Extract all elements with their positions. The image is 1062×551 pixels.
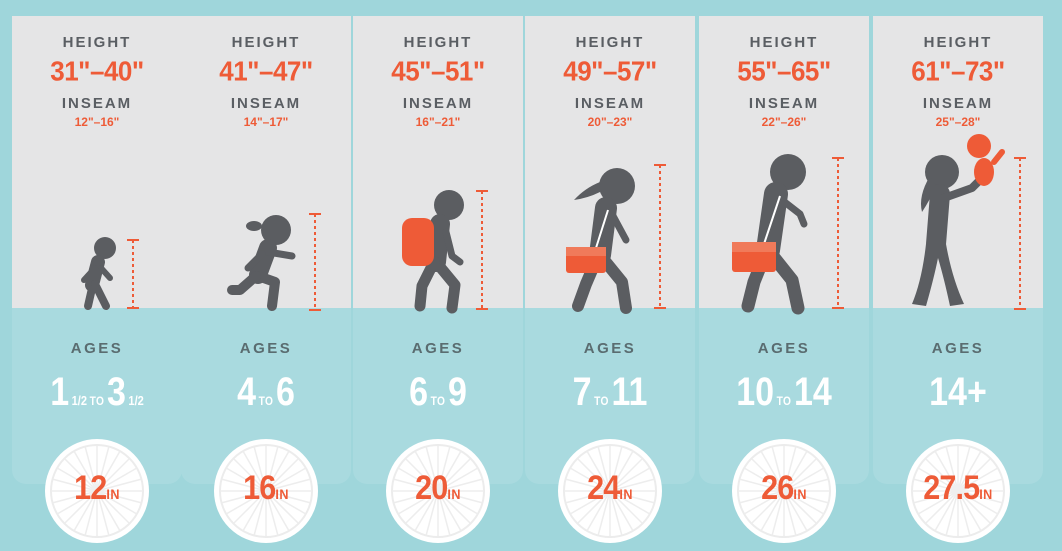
wheel-size-value: 16 bbox=[243, 469, 276, 507]
height-label: HEIGHT bbox=[923, 34, 993, 51]
running-kid-figure-icon bbox=[227, 215, 296, 311]
inseam-range: 25"–28" bbox=[935, 115, 981, 129]
height-ruler-icon bbox=[127, 239, 139, 309]
height-label: HEIGHT bbox=[575, 34, 645, 51]
inseam-label: INSEAM bbox=[230, 95, 302, 112]
ages-range: 14+ bbox=[886, 370, 1031, 415]
wheel-size-value: 20 bbox=[415, 469, 448, 507]
age-to-fraction: 1/2 bbox=[128, 393, 144, 408]
wheel-icon bbox=[45, 439, 149, 543]
height-label: HEIGHT bbox=[749, 34, 819, 51]
kid-backpack-figure-icon bbox=[402, 190, 464, 314]
wheel-size: 24IN bbox=[565, 469, 655, 508]
height-range: 31"–40" bbox=[50, 54, 144, 88]
height-panel bbox=[873, 16, 1043, 312]
wheel-size-unit: IN bbox=[275, 486, 289, 502]
wheel-size: 27.5IN bbox=[913, 469, 1003, 508]
ages-range: 10 TO 14 bbox=[712, 370, 857, 415]
ages-range: 7 TO 11 bbox=[538, 370, 683, 415]
ages-label: AGES bbox=[70, 340, 124, 357]
wheel-size-value: 26 bbox=[761, 469, 794, 507]
age-separator: TO bbox=[776, 394, 792, 408]
wheel-icon bbox=[558, 439, 662, 543]
age-separator: TO bbox=[594, 394, 609, 408]
height-range: 49"–57" bbox=[563, 54, 657, 88]
height-ruler-icon bbox=[1014, 157, 1026, 310]
wheel-size-unit: IN bbox=[106, 486, 120, 502]
wheel-size: 20IN bbox=[393, 469, 483, 508]
wheel-icon bbox=[214, 439, 318, 543]
girl-bag-figure-icon bbox=[566, 168, 635, 314]
height-label: HEIGHT bbox=[231, 34, 301, 51]
age-separator: TO bbox=[258, 394, 274, 408]
age-separator: TO bbox=[89, 394, 105, 408]
age-from-fraction: 1/2 bbox=[71, 393, 88, 408]
wheel-size-value: 27.5 bbox=[923, 469, 980, 507]
ages-range: 4 TO 6 bbox=[194, 370, 339, 415]
age-from: 1 bbox=[50, 370, 70, 414]
wheel-icon bbox=[386, 439, 490, 543]
age-from: 14+ bbox=[929, 370, 987, 414]
wheel-size: 16IN bbox=[221, 469, 311, 508]
ages-label: AGES bbox=[931, 340, 985, 357]
ages-label: AGES bbox=[411, 340, 465, 357]
wheel-icon bbox=[732, 439, 836, 543]
height-label: HEIGHT bbox=[62, 34, 132, 51]
baby-icon bbox=[967, 134, 1005, 186]
adult-baby-figure-icon bbox=[912, 134, 1005, 306]
ages-label: AGES bbox=[239, 340, 293, 357]
age-from: 4 bbox=[237, 370, 257, 414]
age-from: 10 bbox=[736, 370, 775, 414]
height-ruler-icon bbox=[309, 213, 321, 311]
inseam-range: 14"–17" bbox=[243, 115, 289, 129]
inseam-range: 22"–26" bbox=[761, 115, 807, 129]
wheel-size-unit: IN bbox=[979, 486, 993, 502]
ages-range: 6 TO 9 bbox=[366, 370, 511, 415]
height-range: 41"–47" bbox=[219, 54, 313, 88]
height-ruler-icon bbox=[654, 164, 666, 309]
age-separator: TO bbox=[430, 394, 446, 408]
age-to: 11 bbox=[611, 370, 648, 414]
age-to: 6 bbox=[275, 370, 295, 414]
toddler-figure-icon bbox=[81, 237, 116, 310]
inseam-range: 20"–23" bbox=[587, 115, 633, 129]
ages-label: AGES bbox=[757, 340, 811, 357]
wheel-size: 26IN bbox=[739, 469, 829, 508]
wheel-icon bbox=[906, 439, 1010, 543]
ages-range: 1 1/2 TO 3 1/2 bbox=[25, 370, 170, 415]
height-ruler-icon bbox=[476, 190, 488, 310]
inseam-label: INSEAM bbox=[574, 95, 646, 112]
height-range: 61"–73" bbox=[911, 54, 1005, 88]
height-label: HEIGHT bbox=[403, 34, 473, 51]
inseam-range: 12"–16" bbox=[74, 115, 120, 129]
ages-label: AGES bbox=[583, 340, 637, 357]
age-to: 14 bbox=[793, 370, 832, 414]
inseam-label: INSEAM bbox=[922, 95, 994, 112]
backpack-icon bbox=[402, 218, 434, 266]
inseam-range: 16"–21" bbox=[415, 115, 461, 129]
inseam-label: INSEAM bbox=[402, 95, 474, 112]
age-to: 3 bbox=[106, 370, 126, 414]
wheel-size: 12IN bbox=[52, 469, 142, 508]
inseam-label: INSEAM bbox=[748, 95, 820, 112]
wheel-size-unit: IN bbox=[793, 486, 807, 502]
wheel-size-value: 24 bbox=[587, 469, 620, 507]
age-to: 9 bbox=[447, 370, 467, 414]
height-range: 45"–51" bbox=[391, 54, 485, 88]
wheel-size-unit: IN bbox=[619, 486, 633, 502]
teen-bag-figure-icon bbox=[732, 154, 808, 315]
height-range: 55"–65" bbox=[737, 54, 831, 88]
height-ruler-icon bbox=[832, 157, 844, 309]
wheel-size-unit: IN bbox=[447, 486, 461, 502]
age-from: 7 bbox=[572, 370, 592, 414]
wheel-size-value: 12 bbox=[74, 469, 107, 507]
inseam-label: INSEAM bbox=[61, 95, 133, 112]
age-from: 6 bbox=[409, 370, 429, 414]
